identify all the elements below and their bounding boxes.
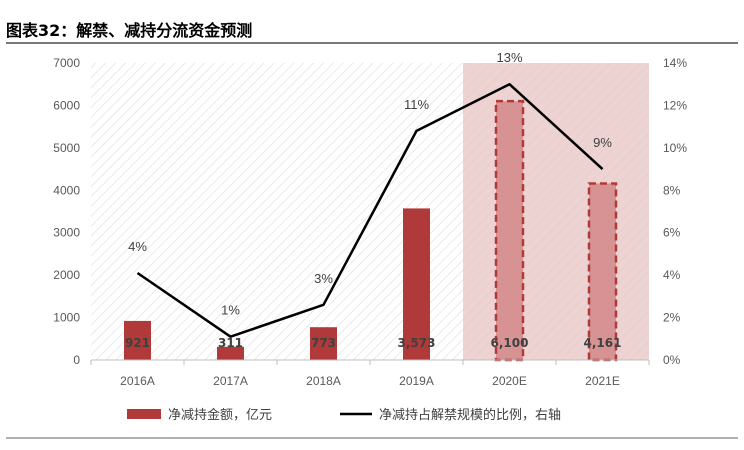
line-value-label: 11% bbox=[404, 97, 429, 112]
line-value-label: 13% bbox=[496, 50, 522, 65]
bar-value-label: 921 bbox=[125, 336, 150, 350]
bar-2016A bbox=[124, 320, 151, 360]
y-right-tick-label: 14% bbox=[663, 56, 687, 70]
figure-title: 图表32：解禁、减持分流资金预测 bbox=[6, 21, 253, 40]
legend-bar-swatch bbox=[127, 409, 161, 419]
bar-2017A bbox=[217, 346, 244, 360]
bar-value-label: 773 bbox=[311, 336, 336, 350]
bar-value-label: 4,161 bbox=[584, 336, 622, 350]
y-right-tick-label: 0% bbox=[663, 353, 681, 367]
y-left-tick-label: 5000 bbox=[53, 141, 80, 155]
legend-line-label: 净减持占解禁规模的比例，右轴 bbox=[379, 407, 561, 423]
bar-2018A bbox=[310, 327, 337, 360]
x-tick-label: 2018A bbox=[306, 374, 341, 388]
y-right-tick-label: 12% bbox=[663, 98, 687, 112]
bar-2021E bbox=[587, 182, 618, 362]
y-left-tick-label: 2000 bbox=[53, 268, 80, 282]
y-left-tick-label: 1000 bbox=[53, 311, 80, 325]
y-right-tick-label: 10% bbox=[663, 141, 687, 155]
x-tick-label: 2019A bbox=[399, 374, 434, 388]
y-left-tick-label: 0 bbox=[73, 353, 80, 367]
estimate-shade bbox=[463, 63, 649, 360]
line-value-label: 4% bbox=[128, 239, 147, 254]
bar-2020E bbox=[494, 99, 525, 362]
bar-value-label: 6,100 bbox=[491, 336, 529, 350]
bar-2019A bbox=[403, 208, 430, 360]
y-right-tick-label: 2% bbox=[663, 311, 681, 325]
x-tick-label: 2020E bbox=[492, 374, 527, 388]
legend-bar-label: 净减持金额，亿元 bbox=[168, 407, 272, 423]
y-left-tick-label: 4000 bbox=[53, 183, 80, 197]
y-right-tick-label: 4% bbox=[663, 268, 681, 282]
line-value-label: 9% bbox=[593, 135, 612, 150]
bar-value-label: 311 bbox=[218, 336, 243, 350]
y-left-tick-label: 6000 bbox=[53, 98, 80, 112]
x-tick-label: 2021E bbox=[585, 374, 620, 388]
title-rule bbox=[6, 42, 738, 44]
y-right-tick-label: 8% bbox=[663, 183, 681, 197]
ratio-line bbox=[136, 82, 604, 338]
line-value-label: 3% bbox=[314, 271, 333, 286]
y-left-tick-label: 3000 bbox=[53, 226, 80, 240]
y-right-tick-label: 6% bbox=[663, 226, 681, 240]
bar-value-label: 3,573 bbox=[398, 336, 436, 350]
x-tick-label: 2017A bbox=[213, 374, 248, 388]
line-value-label: 1% bbox=[221, 303, 240, 318]
bottom-rule bbox=[6, 437, 738, 439]
y-left-tick-label: 7000 bbox=[53, 56, 80, 70]
x-tick-label: 2016A bbox=[120, 374, 155, 388]
